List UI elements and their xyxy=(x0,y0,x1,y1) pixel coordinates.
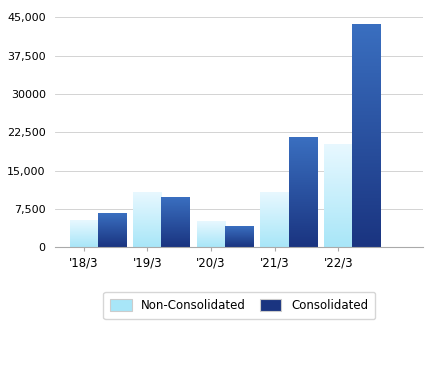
Legend: Non-Consolidated, Consolidated: Non-Consolidated, Consolidated xyxy=(103,292,375,319)
